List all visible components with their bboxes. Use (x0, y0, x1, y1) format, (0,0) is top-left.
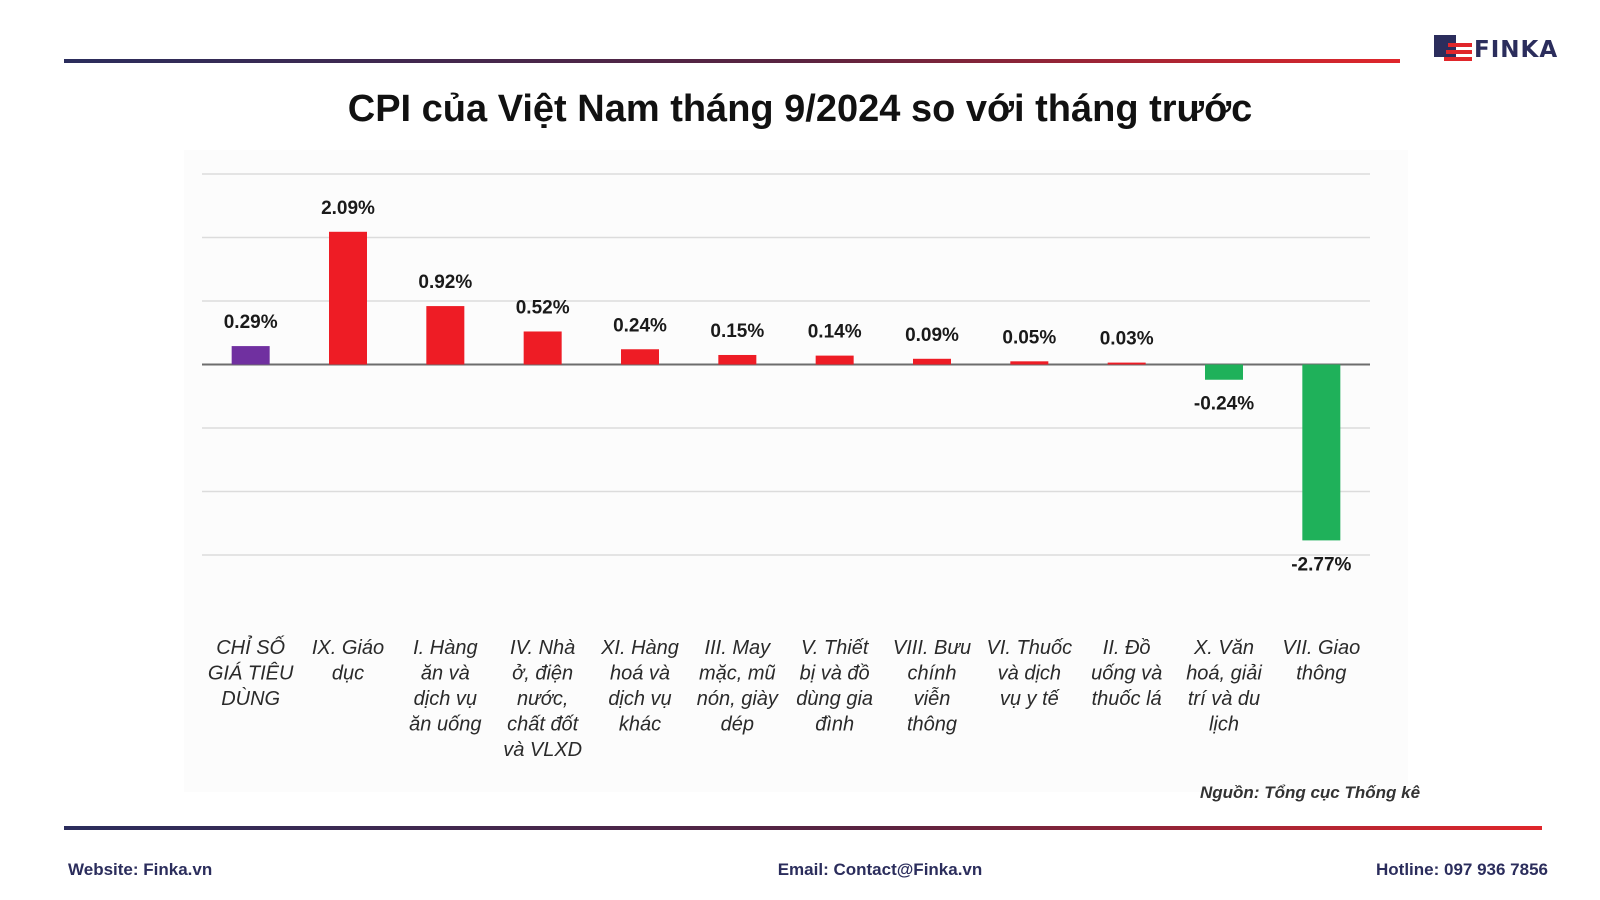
category-label: và dịch (998, 663, 1061, 685)
bar-data-label: 0.09% (905, 325, 959, 346)
bar-data-label: 0.52% (516, 297, 570, 318)
category-label: VIII. Bưu (893, 637, 971, 659)
category-label: dịch vụ (608, 688, 671, 710)
category-label: chất đốt (507, 714, 580, 736)
category-label: V. Thiết (801, 637, 870, 659)
category-label: mặc, mũ (699, 663, 776, 685)
source-note: Nguồn: Tổng cục Thống kê (1200, 783, 1421, 802)
category-label: IX. Giáo (312, 637, 384, 659)
footer-email: Email: Contact@Finka.vn (777, 860, 983, 879)
category-label: chính (908, 663, 957, 685)
category-label: VI. Thuốc (987, 637, 1073, 659)
bar-data-label: 0.29% (224, 312, 278, 333)
bar-data-label: 0.15% (710, 321, 764, 342)
category-label: XI. Hàng (600, 637, 679, 659)
category-label: thuốc lá (1092, 688, 1162, 710)
category-label: X. Văn (1193, 637, 1254, 659)
bar (718, 354, 757, 365)
bar (1302, 364, 1341, 541)
category-label: I. Hàng (413, 637, 477, 659)
category-label: và VLXD (503, 739, 582, 761)
bar-data-label: 0.05% (1002, 327, 1056, 348)
chart-title: CPI của Việt Nam tháng 9/2024 so với thá… (347, 88, 1253, 130)
footer-website: Website: Finka.vn (68, 860, 213, 879)
category-label: hoá, giải (1186, 663, 1262, 685)
bar (231, 346, 270, 365)
bar (523, 331, 562, 365)
category-label: III. May (705, 637, 772, 659)
bar (913, 358, 951, 365)
bar (1107, 362, 1146, 365)
header-divider (64, 59, 1400, 63)
category-label: hoá và (610, 663, 670, 685)
footer-hotline: Hotline: 097 936 7856 (1376, 860, 1548, 879)
category-label: VII. Giao (1282, 637, 1360, 659)
category-label: IV. Nhà (510, 637, 575, 659)
category-label: thông (1296, 663, 1346, 685)
category-label: nước, (517, 688, 568, 710)
bar (1205, 364, 1243, 380)
chart-panel: 0.29% CHỈ SỐ GIÁ TIÊU DÙNG 2.09% IX. Giáo dục 0… (184, 150, 1408, 792)
category-label: uống và (1091, 663, 1162, 685)
bar (1010, 361, 1049, 365)
category-label: nón, giày (697, 688, 779, 710)
bar-data-label: -2.77% (1291, 554, 1351, 575)
logo-text: FINKA (1474, 37, 1559, 63)
bar (426, 306, 465, 365)
category-label: DÙNG (221, 687, 280, 710)
category-label: dục (332, 663, 364, 685)
category-label: đình (815, 714, 854, 736)
category-label: dịch vụ (414, 688, 477, 710)
bar-data-label: 0.24% (613, 315, 667, 336)
category-label: GIÁ TIÊU (208, 662, 294, 685)
category-label: dùng gia (796, 688, 873, 710)
category-label: viễn (914, 687, 951, 710)
flag-icon (1434, 35, 1472, 61)
bar-data-label: 0.14% (808, 322, 862, 343)
bar-data-label: 2.09% (321, 198, 375, 219)
category-label: ăn và (421, 663, 470, 685)
category-label: thông (907, 714, 957, 736)
category-label: bị và đồ (800, 663, 870, 685)
bar-data-label: 0.03% (1100, 329, 1154, 350)
category-label: ở, điện (512, 663, 573, 685)
category-label: lịch (1209, 714, 1239, 736)
category-label: trí và du (1188, 688, 1260, 710)
category-label: vụ y tế (1000, 688, 1061, 710)
footer-divider (64, 826, 1542, 830)
bar (329, 231, 367, 365)
bar (621, 349, 659, 365)
category-label: ăn uống (409, 714, 481, 736)
bar-data-label: 0.92% (418, 272, 472, 293)
category-label: II. Đồ (1103, 637, 1151, 659)
bar-data-label: -0.24% (1194, 394, 1254, 415)
category-label: khác (619, 714, 661, 736)
finka-logo: FINKA (1434, 35, 1564, 67)
category-label: CHỈ SỐ (216, 635, 285, 659)
bar (815, 355, 854, 365)
category-label: dép (721, 714, 754, 736)
